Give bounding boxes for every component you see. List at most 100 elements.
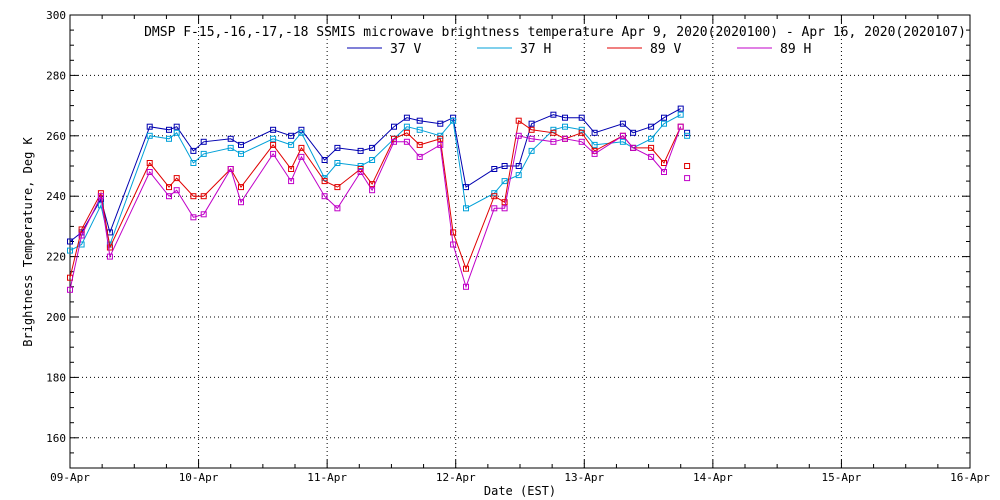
data-point <box>288 166 295 172</box>
data-point <box>200 211 207 218</box>
data-point <box>619 138 626 145</box>
plot-frame <box>69 14 971 469</box>
data-point <box>463 283 469 290</box>
x-tick-label: 09-Apr <box>50 471 90 484</box>
data-point <box>501 178 508 185</box>
x-axis-label: Date (EST) <box>484 484 556 498</box>
y-tick-label: 220 <box>46 251 66 264</box>
data-point <box>550 111 557 118</box>
data-point <box>677 111 684 118</box>
data-point <box>463 184 469 191</box>
data-point <box>515 132 522 139</box>
data-point <box>173 123 180 130</box>
data-point <box>173 129 180 136</box>
data-point <box>334 144 341 151</box>
data-point <box>190 214 197 221</box>
data-point <box>190 193 197 200</box>
data-point <box>321 193 328 200</box>
data-point <box>97 193 104 200</box>
data-point <box>528 135 535 142</box>
data-point <box>403 138 410 145</box>
data-point <box>501 205 508 212</box>
data-point <box>491 166 498 172</box>
data-point <box>437 141 444 148</box>
data-point <box>578 129 585 136</box>
x-tick-label: 12-Apr <box>436 471 476 484</box>
data-point <box>515 172 522 179</box>
x-tick-label: 14-Apr <box>693 471 733 484</box>
y-tick-label: 180 <box>46 371 66 384</box>
data-point <box>403 123 410 130</box>
data-point <box>491 193 498 200</box>
data-point <box>200 150 207 157</box>
data-point <box>591 150 598 157</box>
data-point <box>391 138 397 145</box>
y-tick-label: 300 <box>46 9 66 22</box>
data-point <box>591 141 598 148</box>
data-point <box>200 193 207 200</box>
data-point <box>106 244 113 251</box>
data-point <box>528 147 535 154</box>
legend-label-89-h: 89 H <box>780 42 811 57</box>
data-point <box>630 144 637 151</box>
data-point <box>391 123 397 130</box>
data-point <box>677 123 684 130</box>
data-point <box>190 147 197 154</box>
data-point <box>321 157 328 163</box>
data-point <box>648 123 655 130</box>
data-point <box>173 175 180 182</box>
data-point <box>334 205 341 212</box>
legend-label-37-v: 37 V <box>390 42 421 57</box>
data-point <box>369 187 376 194</box>
data-point <box>501 199 508 206</box>
data-point <box>661 160 667 166</box>
data-point <box>238 150 244 157</box>
series-lines <box>67 105 691 293</box>
data-point <box>270 126 277 133</box>
y-axis-label: Brightness Temperature, Deg K <box>21 136 35 346</box>
data-point <box>288 178 295 185</box>
y-tick-label: 280 <box>46 69 66 82</box>
data-point <box>334 160 341 166</box>
data-point <box>369 157 376 163</box>
data-point <box>166 135 172 142</box>
data-point <box>227 144 234 151</box>
data-point <box>619 132 626 139</box>
data-point <box>334 184 341 191</box>
data-point <box>146 160 153 166</box>
data-point <box>166 184 172 191</box>
x-tick-label: 11-Apr <box>307 471 347 484</box>
data-point <box>491 205 498 212</box>
data-point <box>450 241 457 248</box>
data-point <box>661 114 667 121</box>
x-tick-label: 15-Apr <box>822 471 862 484</box>
data-point <box>515 163 522 169</box>
data-point <box>270 150 277 157</box>
data-point <box>661 120 667 127</box>
data-point <box>166 193 172 200</box>
data-point <box>403 114 410 121</box>
data-point <box>238 184 244 191</box>
data-point <box>298 129 305 136</box>
data-point <box>437 120 444 127</box>
chart-title: DMSP F-15,-16,-17,-18 SSMIS microwave br… <box>144 25 966 40</box>
x-tick-label: 13-Apr <box>564 471 604 484</box>
data-point <box>450 229 457 236</box>
data-point <box>591 129 598 136</box>
data-point <box>578 138 585 145</box>
data-point <box>416 153 423 160</box>
data-point <box>648 144 655 151</box>
legend-label-89-v: 89 V <box>650 42 681 57</box>
data-point <box>67 286 73 293</box>
data-point <box>78 232 85 239</box>
data-point <box>67 238 73 245</box>
data-point <box>677 105 684 112</box>
data-point <box>619 120 626 127</box>
series-89-h <box>67 123 684 293</box>
data-point <box>78 241 85 248</box>
data-point <box>648 153 655 160</box>
data-point <box>562 123 568 130</box>
data-point <box>550 129 557 136</box>
data-point <box>298 153 305 160</box>
